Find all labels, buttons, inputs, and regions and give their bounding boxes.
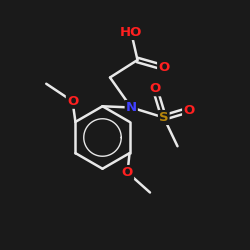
Text: S: S bbox=[159, 111, 168, 124]
Text: N: N bbox=[126, 101, 137, 114]
Text: O: O bbox=[158, 61, 170, 74]
Text: HO: HO bbox=[120, 26, 142, 39]
Text: O: O bbox=[67, 95, 78, 108]
Text: O: O bbox=[150, 82, 160, 95]
Text: O: O bbox=[183, 104, 194, 117]
Text: O: O bbox=[122, 166, 133, 179]
